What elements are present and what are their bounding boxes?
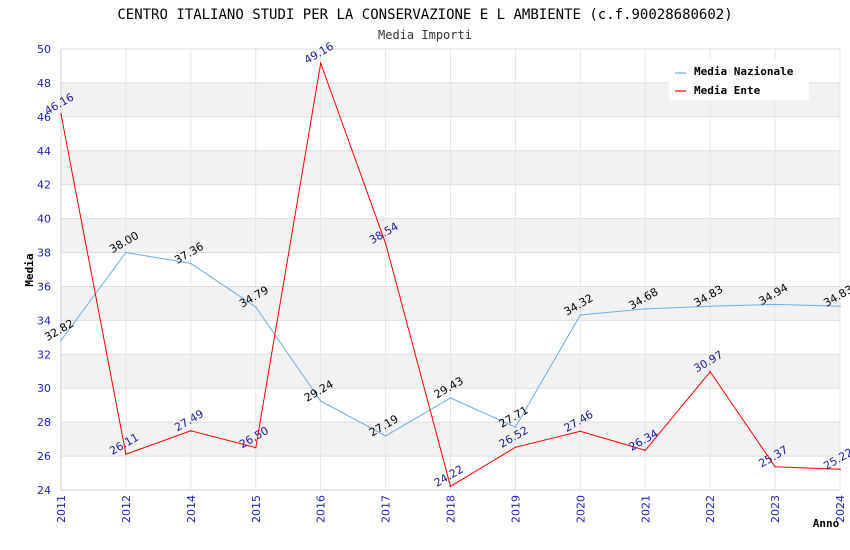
y-tick-label: 44 xyxy=(37,145,51,158)
x-tick-label: 2016 xyxy=(315,495,328,523)
data-point-media-nazionale xyxy=(644,308,647,310)
x-tick-label: 2022 xyxy=(704,495,717,523)
y-tick-label: 40 xyxy=(37,213,51,226)
y-axis-title: Media xyxy=(23,253,36,286)
data-point-media-ente xyxy=(125,453,127,456)
y-tick-label: 34 xyxy=(37,314,51,327)
x-tick-label: 2012 xyxy=(120,495,133,523)
axes xyxy=(60,49,840,491)
y-tick-label: 42 xyxy=(37,179,51,192)
data-point-media-nazionale xyxy=(254,306,257,308)
data-point-media-nazionale xyxy=(449,397,452,399)
chart-subtitle: Media Importi xyxy=(378,28,472,42)
y-tick-label: 46 xyxy=(37,111,51,124)
data-point-media-ente xyxy=(319,62,322,65)
y-tick-labels: 24 26 28 30 32 34 36 38 40 42 44 46 48 50 xyxy=(37,43,51,497)
data-point-media-ente xyxy=(644,449,647,452)
y-tick-label: 36 xyxy=(37,280,51,293)
data-point-media-nazionale xyxy=(319,400,322,402)
chart-title: CENTRO ITALIANO STUDI PER LA CONSERVAZIO… xyxy=(117,7,732,23)
data-point-media-nazionale xyxy=(125,251,127,254)
x-tick-label: 2023 xyxy=(769,495,782,523)
y-tick-label: 38 xyxy=(37,247,51,260)
x-tick-label: 2019 xyxy=(509,495,522,523)
legend-label-media-ente: Media Ente xyxy=(694,84,761,97)
data-point-media-ente xyxy=(579,430,582,433)
legend-label-media-nazionale: Media Nazionale xyxy=(694,65,794,78)
legend-box xyxy=(669,60,809,100)
x-tick-label: 2021 xyxy=(639,495,652,523)
x-tick-label: 2024 xyxy=(834,495,847,523)
data-point-media-nazionale xyxy=(514,426,517,428)
y-tick-label: 26 xyxy=(37,450,51,463)
x-tick-label: 2017 xyxy=(380,495,393,523)
y-tick-label: 48 xyxy=(37,77,51,90)
data-point-media-ente xyxy=(384,242,387,245)
x-axis-title: Anno xyxy=(813,517,840,530)
x-tick-label: 2011 xyxy=(55,495,68,523)
y-tick-label: 28 xyxy=(37,416,51,429)
data-point-media-nazionale xyxy=(839,305,841,308)
data-point-media-ente xyxy=(709,370,711,373)
x-tick-label: 2014 xyxy=(185,495,198,523)
data-point-media-nazionale xyxy=(60,339,62,342)
data-point-media-ente xyxy=(449,485,452,488)
x-tick-label: 2018 xyxy=(445,495,458,523)
data-point-media-ente xyxy=(60,113,62,115)
x-tick-label: 2015 xyxy=(250,495,263,523)
y-tick-label: 30 xyxy=(37,382,51,395)
data-point-media-nazionale xyxy=(190,262,192,265)
y-tick-label: 50 xyxy=(37,43,51,56)
data-point-media-ente xyxy=(190,430,192,432)
series-lines xyxy=(60,61,841,488)
data-point-media-nazionale xyxy=(709,305,711,308)
data-point-media-ente xyxy=(254,446,257,449)
data-point-media-nazionale xyxy=(774,303,776,306)
data-point-media-ente xyxy=(839,468,841,471)
x-tick-labels: 2011 2012 2014 2015 2016 2017 2018 2019 2020 2021… xyxy=(55,495,847,523)
y-tick-label: 32 xyxy=(37,348,51,361)
data-point-media-nazionale xyxy=(579,314,582,316)
legend: Media Nazionale Media Ente xyxy=(669,60,809,100)
data-point-media-ente xyxy=(514,446,517,449)
x-tick-label: 2020 xyxy=(574,495,587,523)
grid-lines xyxy=(60,48,841,491)
data-point-media-nazionale xyxy=(384,435,387,437)
y-tick-label: 24 xyxy=(37,484,51,497)
data-point-media-ente xyxy=(774,465,776,468)
